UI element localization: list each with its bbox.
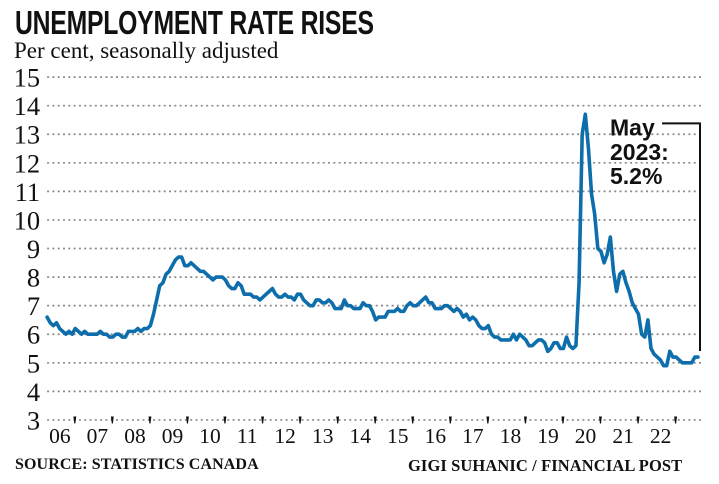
svg-text:13: 13 bbox=[312, 424, 334, 448]
svg-text:': ' bbox=[373, 410, 378, 443]
svg-text:11: 11 bbox=[237, 424, 258, 448]
svg-text:': ' bbox=[110, 410, 115, 443]
svg-text:08: 08 bbox=[124, 424, 146, 448]
svg-text:5: 5 bbox=[27, 348, 40, 378]
svg-text:6: 6 bbox=[27, 320, 40, 350]
svg-text:3: 3 bbox=[27, 405, 40, 435]
svg-text:': ' bbox=[222, 410, 227, 443]
svg-text:': ' bbox=[560, 410, 565, 443]
svg-text:': ' bbox=[147, 410, 152, 443]
svg-text:': ' bbox=[448, 410, 453, 443]
svg-text:4: 4 bbox=[27, 377, 40, 407]
svg-text:10: 10 bbox=[14, 205, 41, 235]
svg-text:13: 13 bbox=[14, 120, 41, 150]
svg-text:': ' bbox=[335, 410, 340, 443]
svg-text:': ' bbox=[485, 410, 490, 443]
svg-text:': ' bbox=[185, 410, 190, 443]
svg-text:15: 15 bbox=[14, 63, 41, 93]
svg-text:06: 06 bbox=[49, 424, 71, 448]
svg-text:10: 10 bbox=[199, 424, 221, 448]
svg-text:2023:: 2023: bbox=[610, 139, 669, 165]
svg-text:20: 20 bbox=[575, 424, 597, 448]
svg-text:15: 15 bbox=[387, 424, 409, 448]
svg-text:': ' bbox=[72, 410, 77, 443]
svg-text:18: 18 bbox=[500, 424, 522, 448]
svg-text:': ' bbox=[297, 410, 302, 443]
svg-text:14: 14 bbox=[350, 424, 372, 448]
svg-text:': ' bbox=[523, 410, 528, 443]
svg-text:22: 22 bbox=[650, 424, 672, 448]
svg-text:9: 9 bbox=[27, 234, 40, 264]
svg-text:21: 21 bbox=[612, 424, 634, 448]
svg-text:17: 17 bbox=[462, 424, 484, 448]
svg-text:16: 16 bbox=[425, 424, 447, 448]
svg-text:19: 19 bbox=[537, 424, 559, 448]
svg-text:5.2%: 5.2% bbox=[610, 163, 662, 189]
svg-text:11: 11 bbox=[15, 177, 41, 207]
svg-text:': ' bbox=[260, 410, 265, 443]
svg-text:09: 09 bbox=[162, 424, 184, 448]
svg-text:May: May bbox=[610, 114, 655, 140]
svg-text:07: 07 bbox=[87, 424, 109, 448]
svg-text:': ' bbox=[635, 410, 640, 443]
svg-text:14: 14 bbox=[14, 91, 41, 121]
svg-text:12: 12 bbox=[14, 148, 41, 178]
svg-text:12: 12 bbox=[274, 424, 296, 448]
svg-text:': ' bbox=[410, 410, 415, 443]
svg-text:8: 8 bbox=[27, 263, 40, 293]
svg-text:': ' bbox=[598, 410, 603, 443]
svg-text:7: 7 bbox=[27, 291, 40, 321]
svg-text:': ' bbox=[673, 410, 678, 443]
